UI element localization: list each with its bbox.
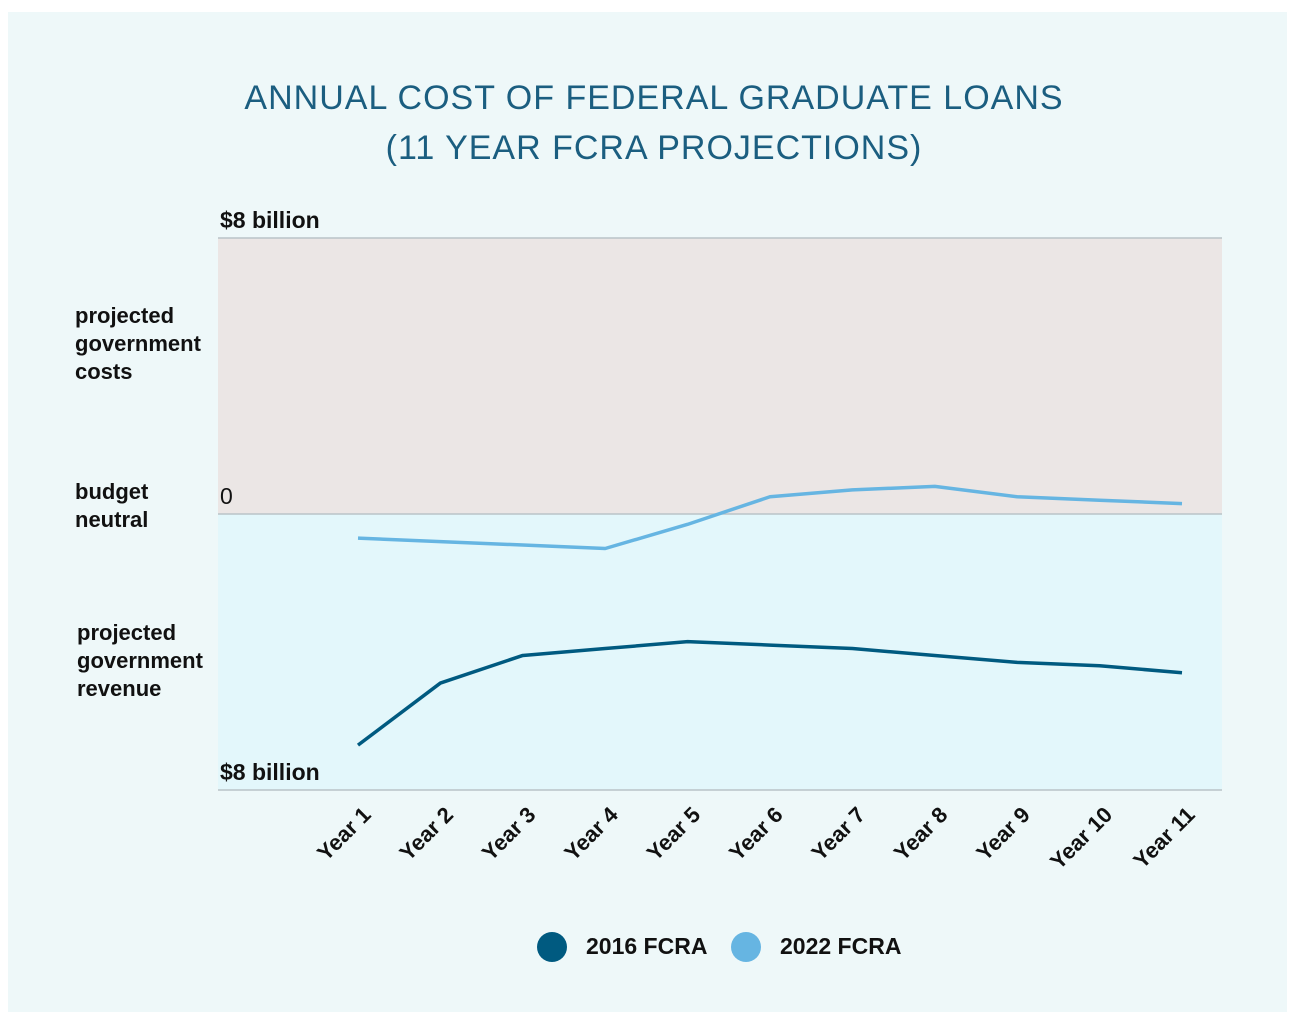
series-line <box>356 639 1183 747</box>
annotation: revenue <box>77 676 161 701</box>
y-tick-label: 0 <box>220 483 233 509</box>
annotation: costs <box>75 359 132 384</box>
y-tick-label: $8 billion <box>220 207 320 233</box>
legend-swatch <box>731 932 761 962</box>
legend-label: 2016 FCRA <box>586 933 707 959</box>
y-tick-label: $8 billion <box>220 759 320 785</box>
annotation: projected <box>77 620 176 645</box>
legend-swatch <box>537 932 567 962</box>
chart-subtitle: (11 YEAR FCRA PROJECTIONS) <box>386 129 923 167</box>
annotation: budget <box>75 479 149 504</box>
revenue-band <box>218 514 1222 790</box>
cost-band <box>218 238 1222 514</box>
chart-title: ANNUAL COST OF FEDERAL GRADUATE LOANS <box>244 79 1063 117</box>
annotation: government <box>77 648 204 673</box>
annotation: neutral <box>75 507 148 532</box>
series-line <box>357 484 1183 551</box>
annotation: projected <box>75 303 174 328</box>
legend-label: 2022 FCRA <box>780 933 901 959</box>
annotation: government <box>75 331 202 356</box>
